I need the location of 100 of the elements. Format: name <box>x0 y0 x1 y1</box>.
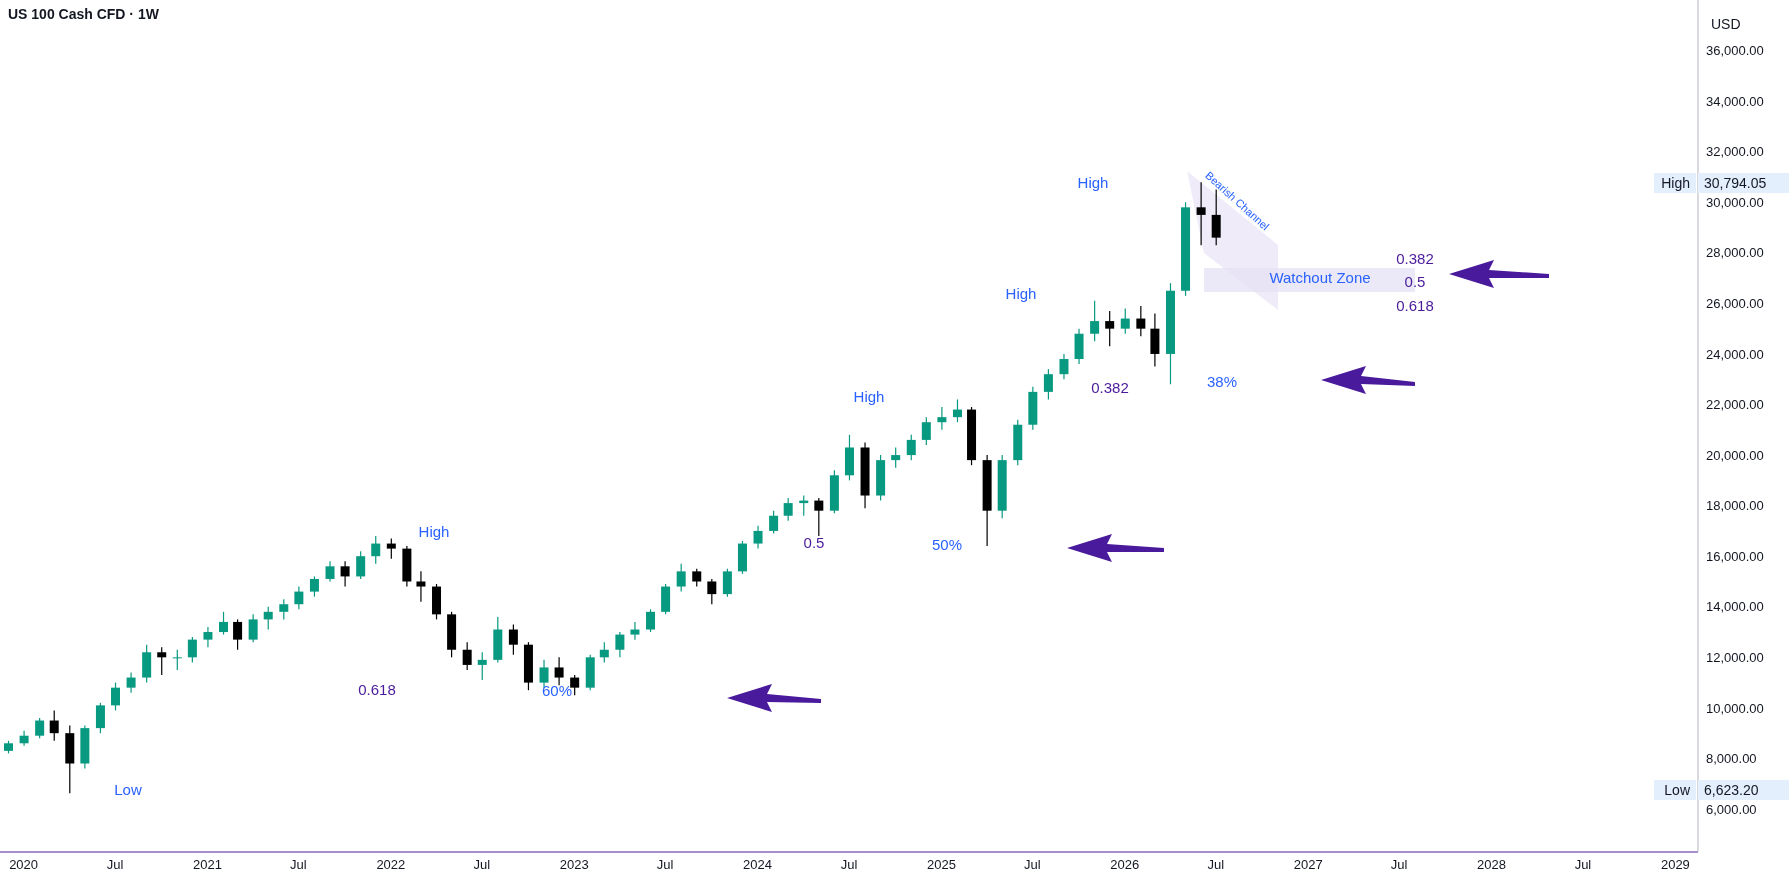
y-tick-label: 32,000.00 <box>1706 144 1764 160</box>
annotation: High <box>418 523 450 540</box>
candlestick <box>279 598 289 621</box>
annotation: 0.5 <box>803 534 825 551</box>
y-tick-label: 28,000.00 <box>1706 245 1764 261</box>
x-tick-label: Jul <box>106 857 124 873</box>
annotation: High <box>853 388 885 405</box>
y-tick-label: 20,000.00 <box>1706 447 1764 463</box>
annotation: 0.618 <box>358 681 396 698</box>
x-tick-label: Jul <box>1207 857 1225 873</box>
y-tick-label: 30,000.00 <box>1706 194 1764 210</box>
candlestick <box>157 646 167 676</box>
annotation: 0.618 <box>1396 297 1434 314</box>
text: USD <box>1711 16 1741 32</box>
y-tick-label: 22,000.00 <box>1706 397 1764 413</box>
candlestick <box>111 682 121 712</box>
candlestick <box>1043 368 1053 401</box>
y-tick-label: 10,000.00 <box>1706 700 1764 716</box>
y-tick-label: 36,000.00 <box>1706 43 1764 59</box>
candlestick <box>49 709 59 742</box>
candlestick <box>707 578 717 605</box>
candlestick <box>1105 310 1115 347</box>
candlestick <box>769 510 779 535</box>
candlestick <box>921 416 931 446</box>
x-tick-label: Jul <box>1574 857 1592 873</box>
candlestick <box>172 649 182 671</box>
y-tick-label: 24,000.00 <box>1706 346 1764 362</box>
x-tick-label: Jul <box>1024 857 1041 873</box>
candlestick <box>477 651 487 681</box>
candlestick <box>952 398 962 423</box>
candlestick <box>233 618 243 651</box>
candlestick <box>1059 353 1069 380</box>
y-tick-label: 26,000.00 <box>1706 296 1764 311</box>
y-tick-label: 14,000.00 <box>1706 599 1764 615</box>
x-tick-label: 2022 <box>376 857 406 873</box>
candlestick <box>508 623 518 656</box>
candlestick <box>309 575 319 598</box>
x-tick-label: 2023 <box>559 857 589 873</box>
x-tick-label: 2027 <box>1293 857 1323 873</box>
x-tick-label: Jul <box>290 857 307 873</box>
candlestick <box>1136 305 1146 337</box>
x-tick-label: 2024 <box>743 857 773 873</box>
candlestick <box>294 585 304 610</box>
candlestick <box>95 702 105 734</box>
x-tick-label: Jul <box>1390 857 1408 873</box>
annotation: 0.5 <box>1404 273 1426 290</box>
candlestick <box>219 611 229 636</box>
x-tick-label: Jul <box>840 857 858 873</box>
candlestick <box>783 497 793 522</box>
candlestick <box>263 606 273 631</box>
candlestick <box>676 563 686 593</box>
y-tick-label: 8,000.00 <box>1706 751 1757 767</box>
annotation: 38% <box>1206 373 1238 390</box>
annotation: High <box>1005 285 1037 302</box>
y-tick-label: 6,000.00 <box>1706 801 1757 817</box>
candlestick <box>126 671 136 694</box>
x-tick-label: 2020 <box>9 857 39 873</box>
annotation: 60% <box>541 682 573 699</box>
y-tick-label: 16,000.00 <box>1706 548 1764 564</box>
candlestick <box>248 613 258 643</box>
candlestick <box>722 568 732 598</box>
candlestick <box>340 560 350 588</box>
annotation: 0.382 <box>1396 250 1434 267</box>
candlestick <box>570 674 580 696</box>
candlestick <box>462 641 472 671</box>
y-tick-label: 12,000.00 <box>1706 649 1764 665</box>
annotation: High <box>1077 174 1109 191</box>
candlestick <box>356 550 366 580</box>
candlestick <box>1090 300 1100 342</box>
text: 30,794.05 <box>1704 175 1767 191</box>
candlestick <box>906 434 916 461</box>
candlestick <box>599 641 609 663</box>
candlestick <box>646 608 656 633</box>
chart-title: US 100 Cash CFD · 1W <box>8 6 160 22</box>
x-tick-label: 2028 <box>1477 857 1506 873</box>
candlestick <box>187 636 197 663</box>
candlestick <box>891 446 901 469</box>
candlestick <box>937 406 947 431</box>
candlestick <box>814 497 824 537</box>
x-tick-label: 2021 <box>193 857 222 873</box>
candlestick <box>753 525 763 550</box>
candlestick <box>630 621 640 641</box>
x-tick-label: Jul <box>656 857 674 873</box>
annotation: 50% <box>931 536 963 553</box>
text: 6,623.20 <box>1704 782 1759 798</box>
x-tick-label: 2026 <box>1110 857 1140 873</box>
y-tick-label: 18,000.00 <box>1706 498 1764 514</box>
candlestick <box>554 656 564 686</box>
candlestick <box>615 631 625 658</box>
x-tick-label: 2025 <box>926 857 956 873</box>
candlestick <box>203 626 213 648</box>
candlestick <box>386 537 396 560</box>
annotation: Low <box>1664 782 1691 798</box>
candlestick <box>35 717 45 739</box>
annotation: Watchout Zone <box>1269 269 1371 286</box>
annotation: Low <box>114 781 142 798</box>
annotation: High <box>1661 175 1690 191</box>
y-tick-label: 34,000.00 <box>1706 93 1764 109</box>
candlestick <box>325 560 335 583</box>
candlestick <box>1120 307 1130 335</box>
